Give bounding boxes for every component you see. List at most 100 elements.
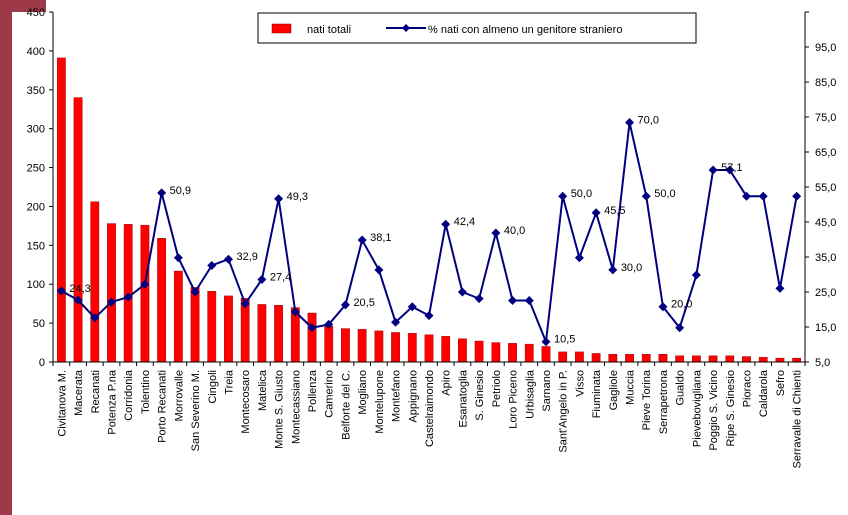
bar-7 <box>173 270 183 363</box>
bar-5 <box>140 224 150 363</box>
x-label-34: Muccia <box>625 369 637 405</box>
data-label-12: 27,4 <box>270 271 291 283</box>
bar-17 <box>341 328 350 363</box>
left-tick-label-8: 400 <box>27 46 45 58</box>
data-label-30: 50,0 <box>571 188 592 200</box>
x-label-42: Caldarola <box>758 369 770 417</box>
line-marker-42 <box>758 191 768 201</box>
data-label-18: 38,1 <box>370 232 391 244</box>
x-label-12: Matelica <box>257 369 269 411</box>
line-marker-35 <box>641 191 651 201</box>
line-marker-23 <box>441 219 451 229</box>
x-label-4: Corridonia <box>123 369 135 421</box>
line-marker-11 <box>240 299 250 309</box>
x-label-2: Recanati <box>90 370 102 413</box>
data-label-0: 24,3 <box>69 283 90 295</box>
data-label-13: 49,3 <box>287 191 308 203</box>
data-label-17: 20,5 <box>353 297 374 309</box>
x-label-7: Morrovalle <box>173 370 185 421</box>
bar-13 <box>274 305 283 363</box>
line-marker-2 <box>90 313 100 323</box>
line-marker-19 <box>374 265 384 275</box>
bar-18 <box>357 329 367 363</box>
bar-36 <box>658 354 668 363</box>
line-marker-44 <box>792 191 802 201</box>
x-label-32: Fiuminata <box>591 369 603 418</box>
bar-31 <box>575 351 584 363</box>
left-tick-label-1: 50 <box>33 318 45 330</box>
line-marker-38 <box>691 270 701 280</box>
left-tick-label-0: 0 <box>39 357 45 369</box>
line-marker-33 <box>608 265 618 275</box>
bar-1 <box>73 97 83 363</box>
x-label-36: Serrapetrona <box>658 369 670 434</box>
x-label-30: Sant'Angelo in P. <box>558 370 570 453</box>
bar-34 <box>625 354 634 363</box>
bar-26 <box>491 342 501 363</box>
legend-bar-label: nati totali <box>307 24 351 36</box>
line-marker-10 <box>223 254 233 264</box>
bar-44 <box>792 357 802 363</box>
left-tick-label-2: 100 <box>27 279 45 291</box>
right-tick-label-9: 95,0 <box>815 42 836 54</box>
line-marker-9 <box>207 260 217 270</box>
legend-line-marker <box>402 24 410 32</box>
x-label-24: Esanatoglia <box>457 369 469 427</box>
legend-box <box>257 12 697 44</box>
legend-bar-swatch <box>271 23 292 34</box>
line-marker-34 <box>625 118 635 128</box>
bar-12 <box>257 304 267 363</box>
bar-9 <box>207 291 217 363</box>
line-marker-26 <box>491 228 501 238</box>
left-tick-label-5: 250 <box>27 163 45 175</box>
line-marker-3 <box>106 297 116 307</box>
bar-35 <box>641 354 651 363</box>
bar-25 <box>474 340 484 363</box>
line-marker-30 <box>558 191 568 201</box>
right-tick-label-3: 35,0 <box>815 252 836 264</box>
x-label-18: Mogliano <box>357 370 369 415</box>
line-marker-18 <box>357 235 367 245</box>
data-label-32: 45,5 <box>604 205 625 217</box>
line-marker-24 <box>457 287 467 297</box>
line-marker-37 <box>675 323 685 333</box>
line-marker-16 <box>324 319 334 329</box>
line-marker-28 <box>524 295 534 305</box>
data-label-33: 30,0 <box>621 262 642 274</box>
right-tick-label-2: 25,0 <box>815 287 836 299</box>
line-marker-32 <box>591 208 601 218</box>
line-marker-39 <box>708 165 718 175</box>
bar-20 <box>391 332 400 363</box>
x-label-44: Serravalle di Chienti <box>792 370 804 468</box>
top-decorative-band <box>0 0 46 12</box>
x-label-38: Pievebovigliana <box>691 369 703 447</box>
line-marker-20 <box>391 317 401 327</box>
right-tick-label-0: 5,0 <box>815 357 830 369</box>
x-label-28: Urbisaglia <box>524 369 536 419</box>
data-label-34: 70,0 <box>638 115 659 127</box>
bar-41 <box>742 356 751 363</box>
axes: 0 50 100 150 200 250 300 350 400 450 5,0 15,0 25,0 35… <box>27 7 837 369</box>
bar-43 <box>775 357 785 363</box>
line-marker-41 <box>742 191 752 201</box>
x-label-3: Potenza P.na <box>106 369 118 435</box>
x-label-13: Monte S. Giusto <box>274 370 286 449</box>
x-label-9: Cingoli <box>207 370 219 404</box>
x-label-37: Gualdo <box>675 370 687 405</box>
x-label-26: Petriolo <box>491 370 503 407</box>
data-label-23: 42,4 <box>454 216 475 228</box>
bar-29 <box>541 346 551 363</box>
line-marker-14 <box>290 307 300 317</box>
line-marker-12 <box>257 274 267 284</box>
left-decorative-band <box>0 0 12 515</box>
line-marker-29 <box>541 337 551 347</box>
legend: nati totali % nati con almeno un genitor… <box>257 12 697 44</box>
left-tick-label-7: 350 <box>27 85 45 97</box>
x-label-41: Pioraco <box>742 370 754 407</box>
line-marker-7 <box>173 253 183 263</box>
bar-16 <box>324 326 334 363</box>
x-label-11: Montecosaro <box>240 370 252 434</box>
data-label-29: 10,5 <box>554 334 575 346</box>
data-labels: 24,3 50,9 32,9 27,4 49,3 20,5 38,1 42,4 40,0 10,5… <box>69 115 742 346</box>
